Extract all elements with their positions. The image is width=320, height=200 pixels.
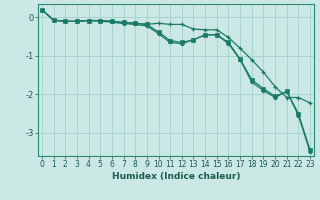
X-axis label: Humidex (Indice chaleur): Humidex (Indice chaleur) [112,172,240,181]
